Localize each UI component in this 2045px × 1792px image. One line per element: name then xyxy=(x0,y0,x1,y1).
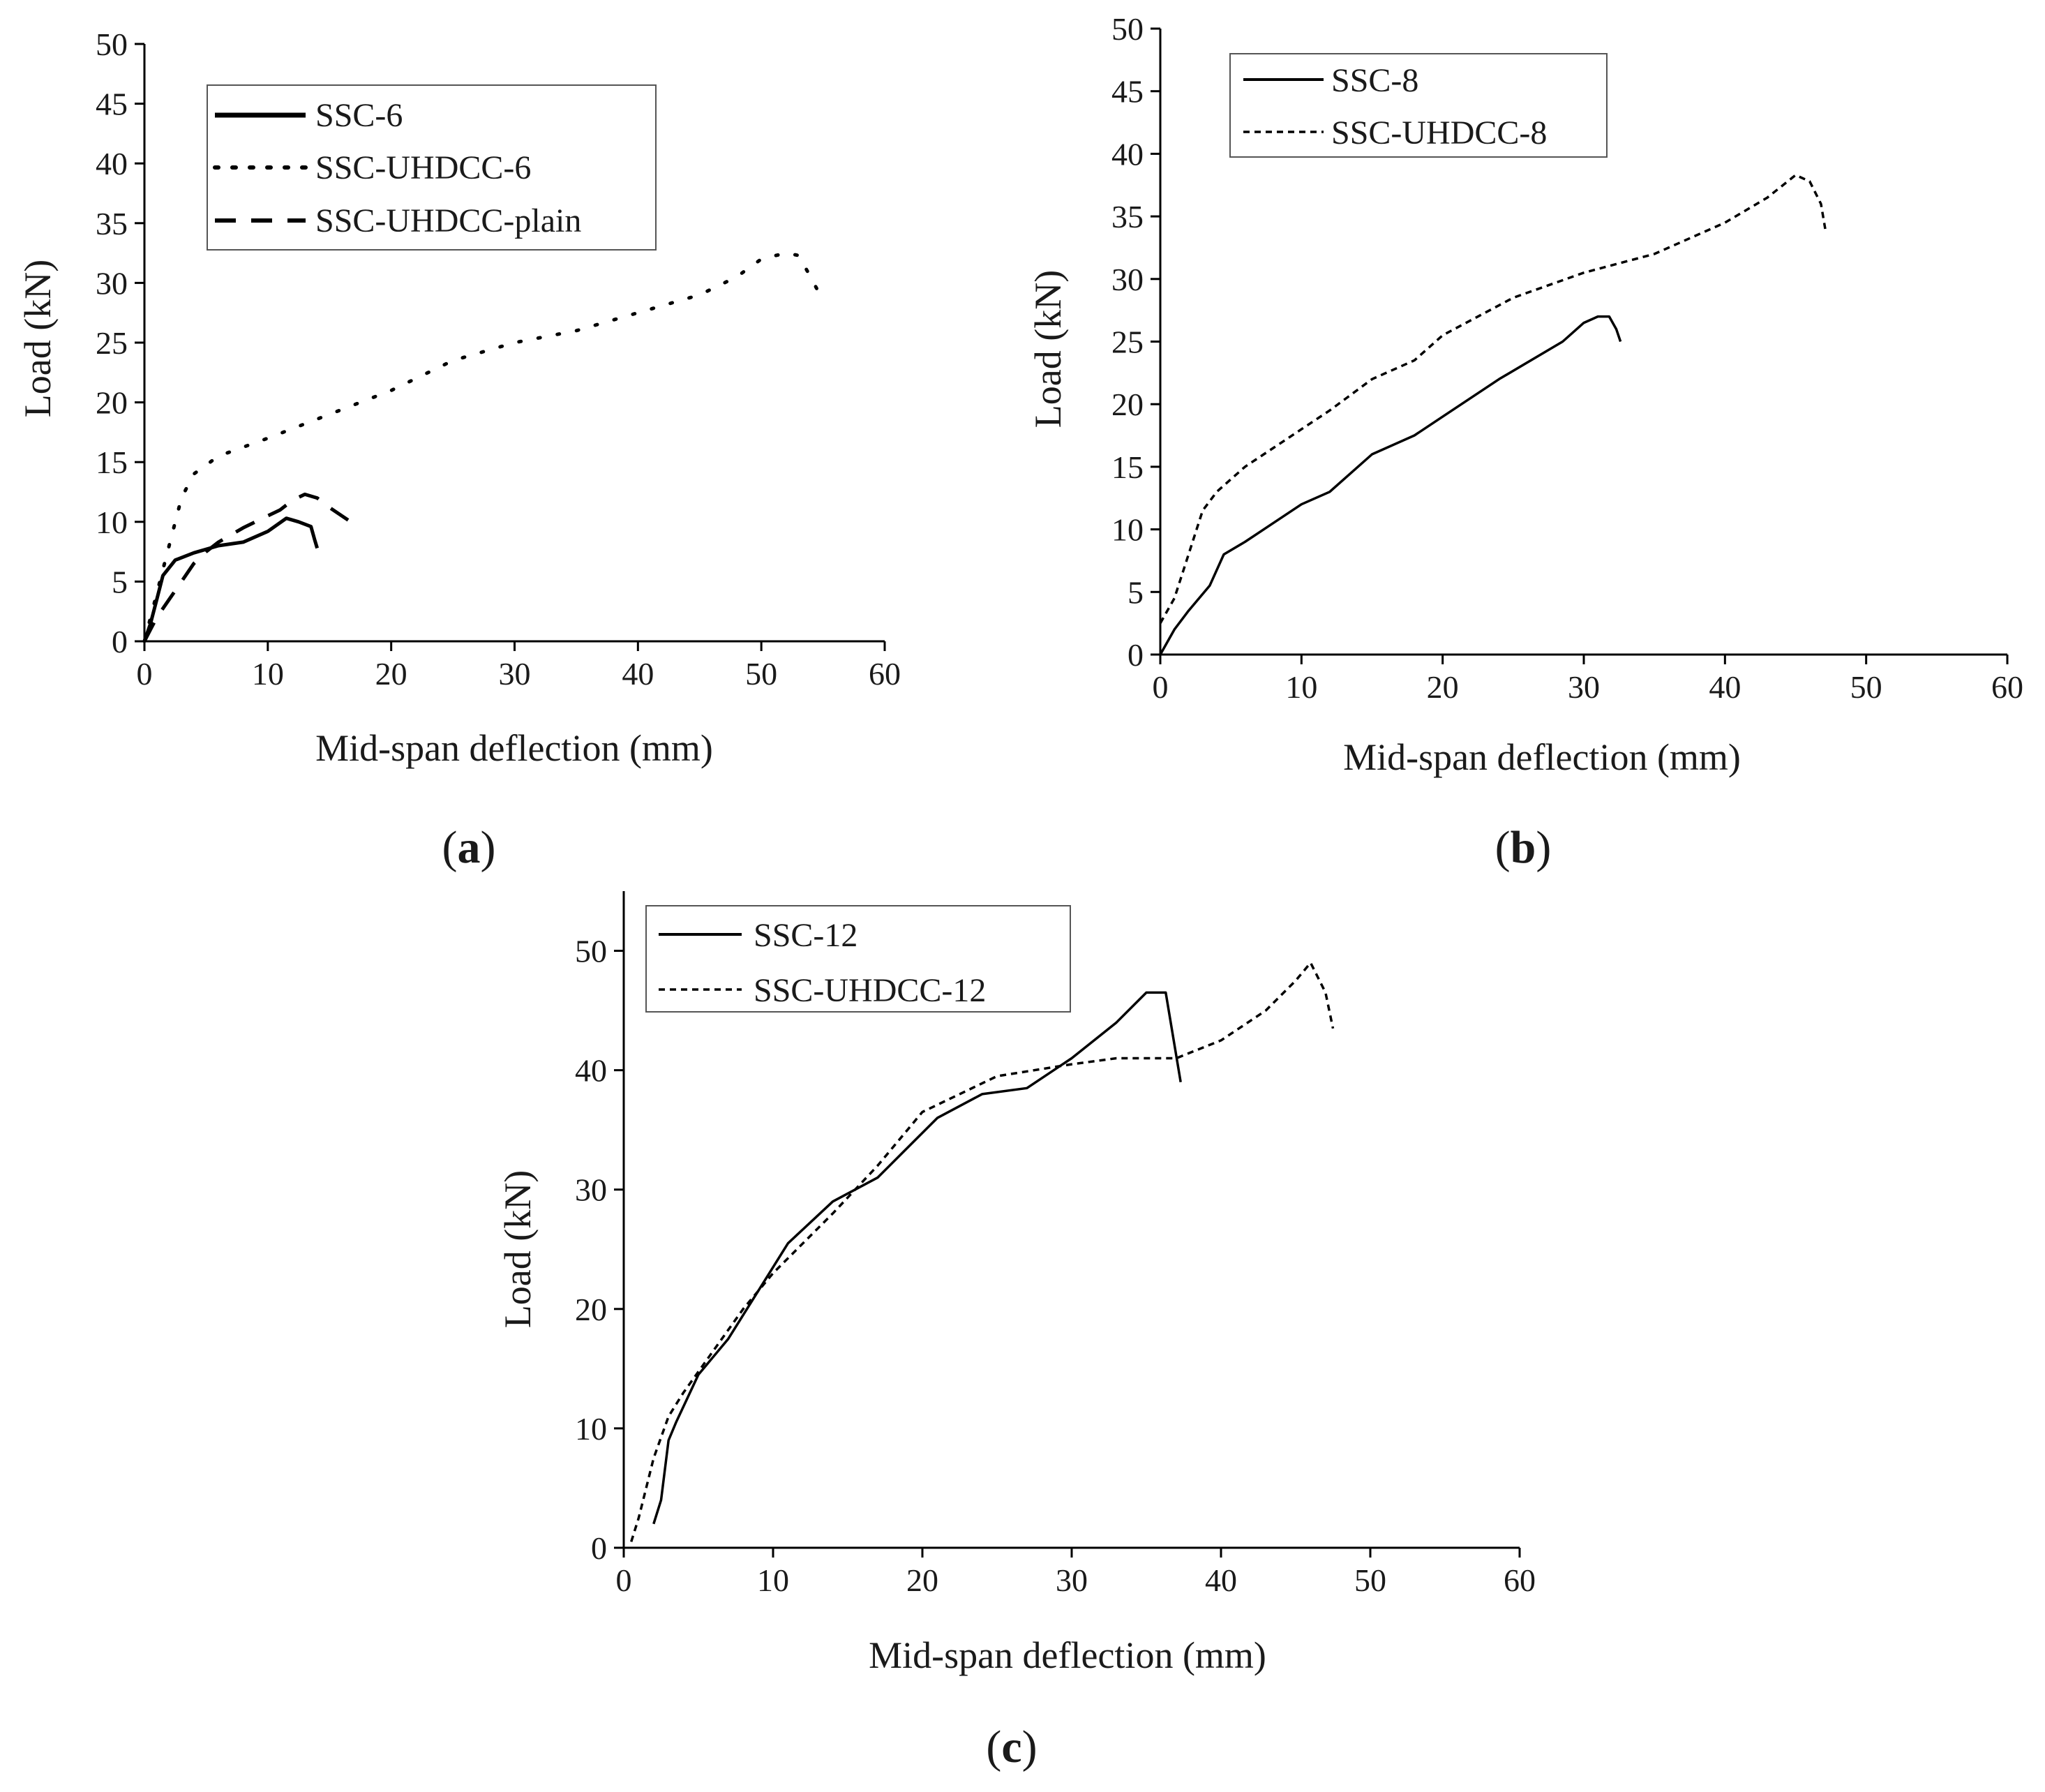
panel-b-y-tick-label: 30 xyxy=(1111,262,1144,297)
panel-c-x-tick-label: 40 xyxy=(1205,1562,1237,1598)
panel-a-ylabel: Load (kN) xyxy=(17,260,59,417)
panel-b-caption-letter: b xyxy=(1511,822,1536,873)
panel-c-series-ssc-uhdcc-12 xyxy=(630,961,1335,1542)
panel-c-xlabel: Mid-span deflection (mm) xyxy=(869,1634,1266,1676)
panel-a-y-tick-label: 35 xyxy=(96,206,128,241)
panel-a-caption-letter: a xyxy=(458,822,481,873)
panel-c-y-tick-label: 0 xyxy=(591,1530,607,1566)
panel-c-axes: 0 10 20 30 40 50 60 0 10 20 30 40 50 xyxy=(575,891,1536,1598)
panel-b-y-tick-label: 0 xyxy=(1128,637,1144,673)
panel-b-x-tick-label: 20 xyxy=(1427,669,1459,705)
panel-b-y-tick-label: 15 xyxy=(1111,449,1144,485)
panel-b-y-tick-label: 40 xyxy=(1111,136,1144,172)
panel-a-legend-box xyxy=(207,84,657,251)
panel-c-x-tick-label: 10 xyxy=(757,1562,789,1598)
panel-b-x-tick-label: 40 xyxy=(1709,669,1741,705)
panel-b-series xyxy=(1159,174,1827,655)
panel-b-series-ssc-uhdcc-8 xyxy=(1159,174,1827,624)
panel-a-y-tick-label: 0 xyxy=(112,624,128,659)
panel-a-series xyxy=(142,251,825,643)
panel-c-x-tick-label: 0 xyxy=(616,1562,632,1598)
panel-b-x-tick-label: 50 xyxy=(1850,669,1882,705)
panel-a-x-tick-label: 60 xyxy=(869,656,901,692)
panel-b-y-tick-label: 35 xyxy=(1111,199,1144,234)
panel-c-x-tick-label: 60 xyxy=(1504,1562,1536,1598)
panel-a-x-tick-label: 20 xyxy=(375,656,407,692)
panel-c-y-tick-label: 50 xyxy=(575,934,607,969)
panel-a-y-tick-label: 50 xyxy=(96,27,128,62)
panel-c-legend-label-ssc-uhdcc-12: SSC-UHDCC-12 xyxy=(754,972,986,1009)
panel-a-x-tick-label: 0 xyxy=(137,656,153,692)
panel-b-y-tick-label: 5 xyxy=(1128,574,1144,610)
panel-a-legend-label-ssc-uhdcc-6: SSC-UHDCC-6 xyxy=(315,149,531,186)
panel-a-y-tick-label: 45 xyxy=(96,87,128,122)
panel-a-x-tick-label: 30 xyxy=(499,656,531,692)
panel-a-y-tick-label: 30 xyxy=(96,265,128,301)
panel-b-legend-box xyxy=(1229,53,1608,158)
panel-a-caption: (a) xyxy=(442,822,496,873)
panel-a-y-tick-label: 25 xyxy=(96,325,128,361)
panel-a-y-tick-label: 10 xyxy=(96,505,128,540)
panel-a-legend-label-ssc-uhdcc-plain: SSC-UHDCC-plain xyxy=(315,202,581,239)
panel-c-y-tick-label: 10 xyxy=(575,1411,607,1447)
panel-a-series-ssc-uhdcc-6 xyxy=(142,251,825,643)
panel-b-series-ssc-8 xyxy=(1159,315,1622,655)
panel-c: 0 10 20 30 40 50 60 0 10 20 30 40 50 Mid-span deflec… xyxy=(497,891,1536,1772)
panel-c-x-tick-label: 30 xyxy=(1056,1562,1088,1598)
panel-a: 0 10 20 30 40 50 60 0 5 10 15 20 25 30 35 40 45 50 Mid-sp… xyxy=(17,27,901,873)
panel-b-y-tick-label: 10 xyxy=(1111,512,1144,548)
panel-c-y-tick-label: 20 xyxy=(575,1292,607,1327)
panel-c-y-tick-label: 30 xyxy=(575,1172,607,1208)
panel-a-y-tick-label: 15 xyxy=(96,445,128,480)
panel-b-x-tick-label: 60 xyxy=(1991,669,2023,705)
panel-b-axes: 0 10 20 30 40 50 60 0 5 10 15 20 25 30 35 40 45 50 xyxy=(1111,11,2023,705)
panel-b-y-tick-label: 50 xyxy=(1111,11,1144,47)
panel-b-ylabel: Load (kN) xyxy=(1027,270,1069,428)
panel-c-legend-label-ssc-12: SSC-12 xyxy=(754,917,857,954)
panel-b-x-tick-label: 0 xyxy=(1153,669,1169,705)
panel-a-y-tick-label: 40 xyxy=(96,146,128,181)
panel-c-x-tick-label: 50 xyxy=(1354,1562,1386,1598)
panel-c-series xyxy=(630,961,1335,1542)
panel-a-x-tick-label: 40 xyxy=(622,656,654,692)
panel-a-x-tick-label: 50 xyxy=(745,656,777,692)
panel-a-axes: 0 10 20 30 40 50 60 0 5 10 15 20 25 30 35 40 45 50 xyxy=(96,27,901,692)
panel-a-xlabel: Mid-span deflection (mm) xyxy=(315,727,713,769)
panel-b-legend-label-ssc-8: SSC-8 xyxy=(1331,62,1418,99)
panel-a-series-ssc-uhdcc-plain xyxy=(142,492,356,643)
panel-b-x-tick-label: 10 xyxy=(1285,669,1317,705)
panel-b-y-tick-label: 25 xyxy=(1111,324,1144,360)
panel-a-series-ssc-6 xyxy=(142,516,319,642)
panel-a-y-tick-label: 20 xyxy=(96,385,128,421)
panel-b-legend-label-ssc-uhdcc-8: SSC-UHDCC-8 xyxy=(1331,114,1547,151)
panel-b-x-tick-label: 30 xyxy=(1568,669,1600,705)
panel-b-y-tick-label: 20 xyxy=(1111,387,1144,422)
panel-c-ylabel: Load (kN) xyxy=(497,1170,539,1328)
panel-c-y-tick-label: 40 xyxy=(575,1053,607,1089)
panel-c-x-tick-label: 20 xyxy=(906,1562,938,1598)
panel-b-caption: (b) xyxy=(1495,822,1552,873)
panel-b-y-tick-label: 45 xyxy=(1111,74,1144,110)
panel-c-legend-box xyxy=(645,905,1071,1013)
panel-a-y-tick-label: 5 xyxy=(112,564,128,599)
panel-a-x-tick-label: 10 xyxy=(252,656,284,692)
panel-b-xlabel: Mid-span deflection (mm) xyxy=(1343,736,1741,778)
panel-b: 0 10 20 30 40 50 60 0 5 10 15 20 25 30 35 40 45 50 Mid-sp… xyxy=(1027,11,2023,873)
panel-c-caption: (c) xyxy=(986,1722,1037,1772)
panel-c-series-ssc-12 xyxy=(652,991,1182,1525)
panel-c-caption-letter: c xyxy=(1001,1722,1021,1772)
panel-a-legend-label-ssc-6: SSC-6 xyxy=(315,97,403,134)
